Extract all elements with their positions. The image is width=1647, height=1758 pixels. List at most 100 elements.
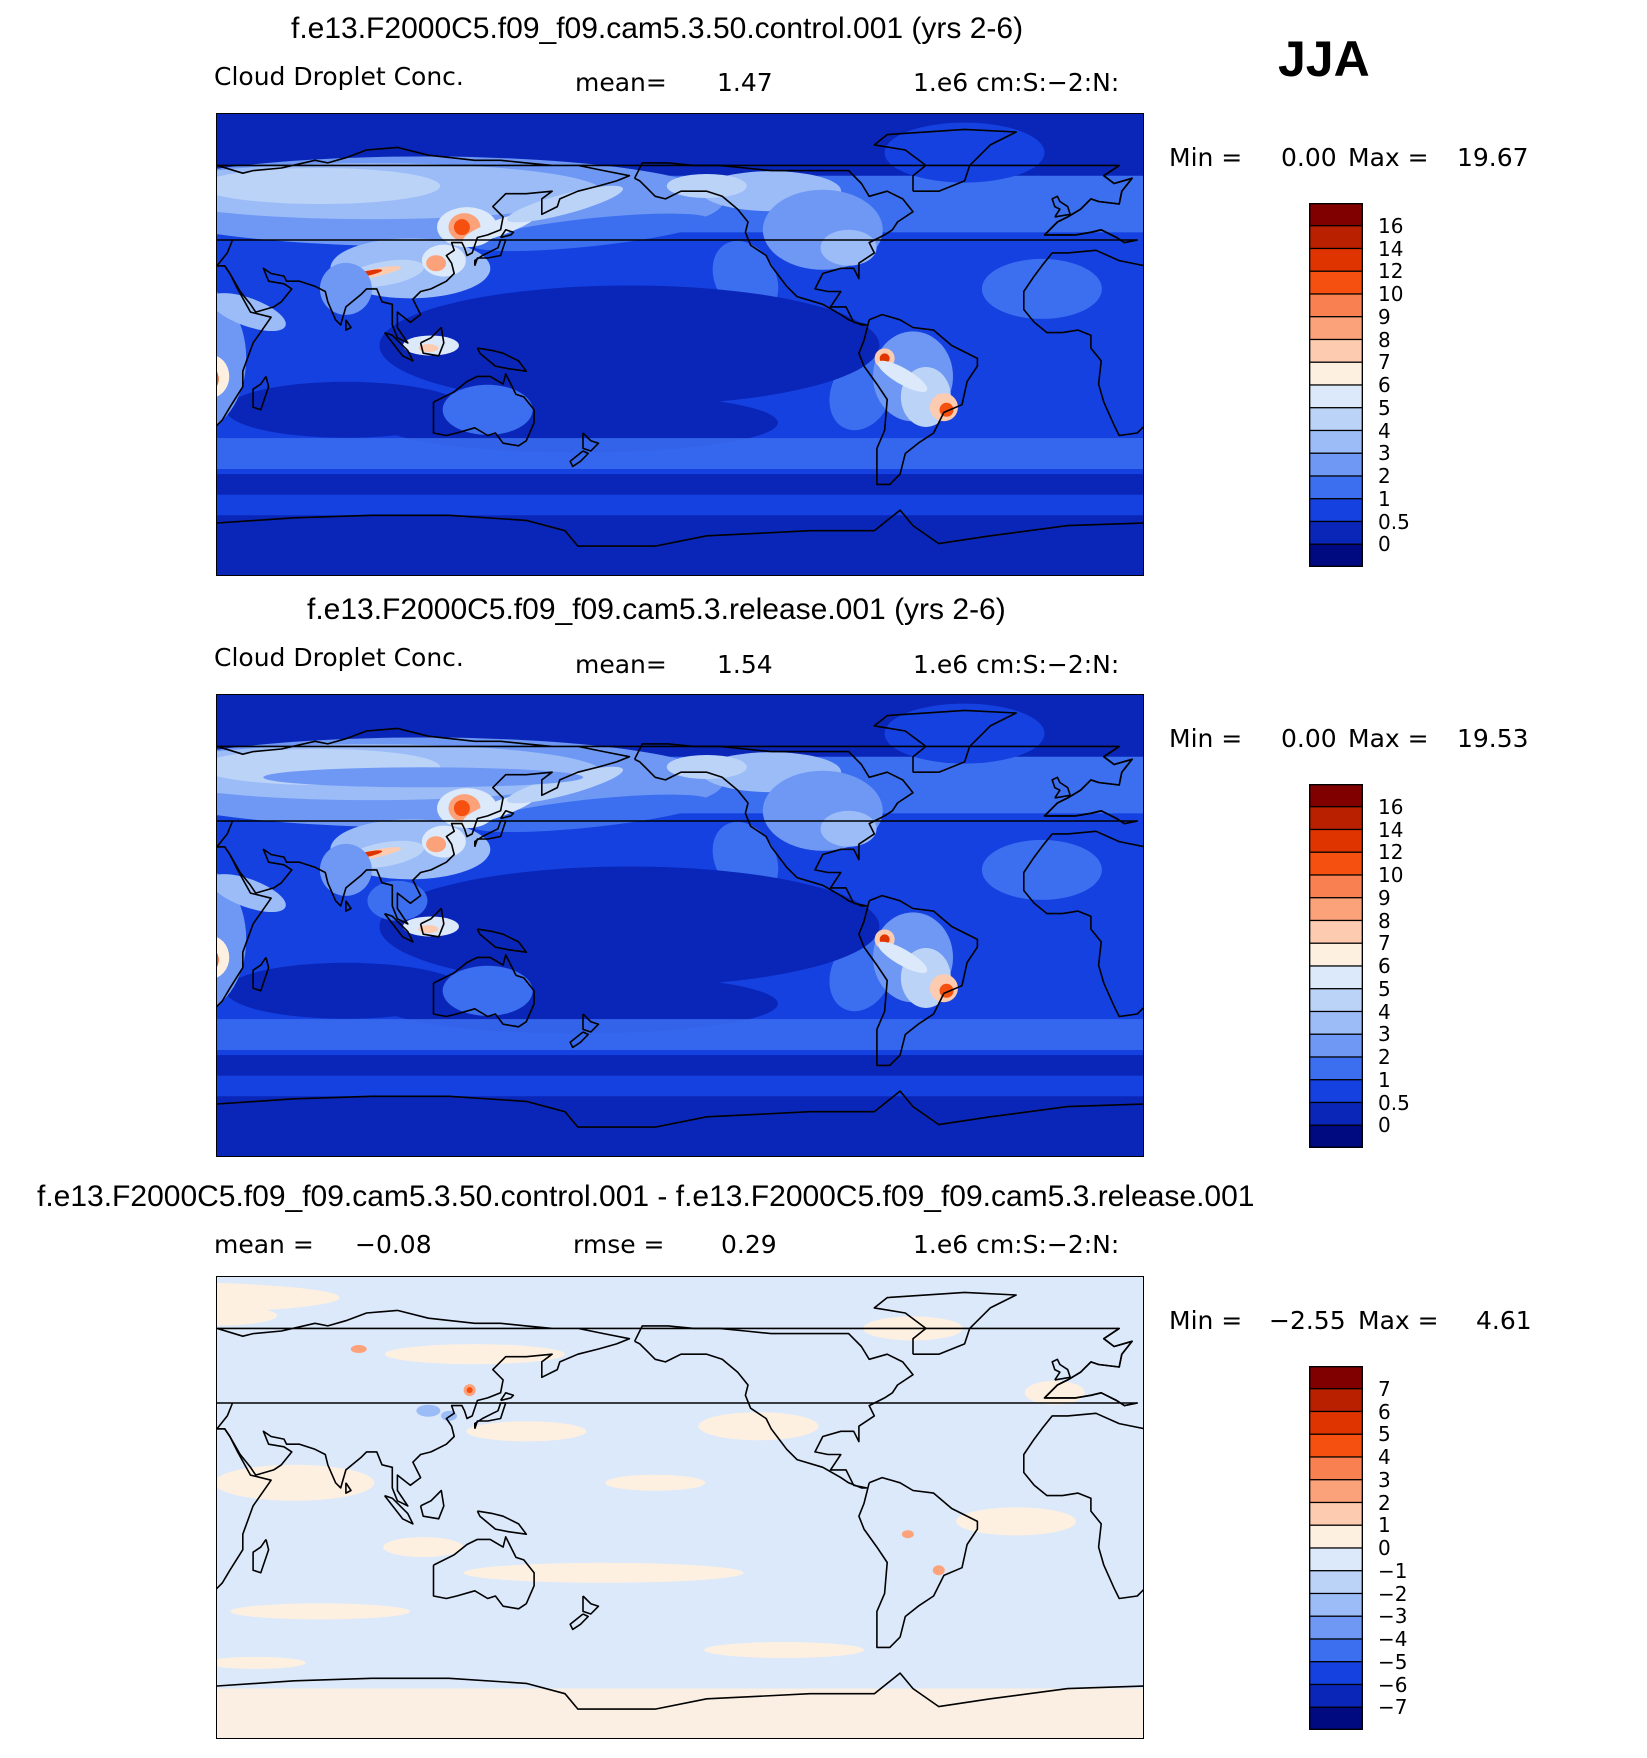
panel-3-rmse-label: rmse = (573, 1230, 665, 1259)
colorbar-swatch (1309, 407, 1363, 432)
colorbar-swatch (1309, 1456, 1363, 1481)
contour-fill (217, 114, 1143, 575)
panel-1-max-value: 19.67 (1457, 143, 1529, 172)
colorbar-swatch (1309, 270, 1363, 295)
panel-2-map (216, 694, 1144, 1157)
panel-2-colorbar-tick-label: 8 (1378, 908, 1391, 933)
panel-2-colorbar-tick-label: 14 (1378, 817, 1404, 842)
panel-1-mean-value: 1.47 (717, 68, 773, 97)
panel-2-colorbar-tick-label: 10 (1378, 863, 1404, 887)
colorbar-swatch (1309, 293, 1363, 318)
coastline-greenland (873, 709, 1017, 773)
coastline-africa-wrap (1022, 1412, 1143, 1600)
colorbar-swatch (1309, 1524, 1363, 1549)
colorbar-swatch (1309, 1124, 1363, 1148)
coastline-japan (473, 1402, 507, 1430)
colorbar-swatch (1309, 1033, 1363, 1058)
coastline-uk-wrap (1051, 1358, 1072, 1381)
panel-1-colorbar-tick-label: 4 (1378, 418, 1391, 443)
panel-1-colorbar (1309, 203, 1363, 567)
panel-3-map (216, 1276, 1144, 1739)
coastline-hokkaido (499, 810, 515, 820)
panel-2-colorbar-tick-label: 9 (1378, 885, 1391, 910)
panel-1-colorbar-tick-label: 2 (1378, 464, 1391, 488)
colorbar-swatch (1309, 1615, 1363, 1640)
colorbar-swatch (1309, 203, 1363, 227)
colorbar-swatch (1309, 452, 1363, 477)
panel-1-max-label: Max = (1348, 143, 1429, 172)
colorbar-swatch (1309, 338, 1363, 363)
colorbar-swatch (1309, 1706, 1363, 1730)
panel-1-colorbar-tick-label: 3 (1378, 441, 1391, 466)
panel-1-variable: Cloud Droplet Conc. (214, 62, 464, 91)
panel-2-colorbar-tick-label: 2 (1378, 1045, 1391, 1069)
coastline-africa (217, 845, 272, 1008)
panel-3-colorbar-tick-label: 7 (1378, 1376, 1391, 1401)
panel-2-units: 1.e6 cm:S:−2:N: (913, 650, 1120, 679)
coastline-sa (858, 313, 979, 486)
panel-3-colorbar-tick-label: −6 (1378, 1672, 1408, 1697)
panel-3-colorbar-tick-label: 1 (1378, 1513, 1391, 1538)
panel-1-colorbar-tick-label: 8 (1378, 327, 1391, 352)
coastline-madagascar (252, 375, 270, 411)
panel-2-colorbar-tick-label: 5 (1378, 976, 1391, 1001)
colorbar-swatch (1309, 784, 1363, 808)
panel-2-colorbar-tick-label: 16 (1378, 794, 1404, 819)
colorbar-swatch (1309, 1388, 1363, 1413)
panel-3-colorbar-tick-label: −2 (1378, 1581, 1408, 1606)
coastline-antarctica (217, 509, 1143, 547)
colorbar-frame (1309, 784, 1363, 1148)
panel-2-colorbar (1309, 784, 1363, 1148)
coastline-nz2 (569, 1613, 590, 1631)
panel-1-colorbar-tick-label: 0.5 (1378, 509, 1410, 534)
colorbar-swatch (1309, 828, 1363, 853)
panel-2-colorbar-tick-label: 4 (1378, 999, 1391, 1024)
coastline-nz2 (569, 1031, 590, 1049)
coastline-borneo (419, 907, 445, 938)
contour-fill (217, 695, 1143, 1156)
coastline-hokkaido (499, 229, 515, 239)
colorbar-swatch (1309, 919, 1363, 944)
colorbar-swatch (1309, 897, 1363, 922)
coastline-nz2 (569, 450, 590, 468)
coastline-africa-wrap (1022, 249, 1143, 437)
colorbar-swatch (1309, 1056, 1363, 1081)
panel-1-colorbar-tick-label: 6 (1378, 373, 1391, 397)
colorbar-swatch (1309, 520, 1363, 545)
panel-2-mean-value: 1.54 (717, 650, 773, 679)
colorbar-swatch (1309, 316, 1363, 341)
panel-1-colorbar-tick-label: 12 (1378, 259, 1404, 284)
panel-2-colorbar-tick-label: 7 (1378, 931, 1391, 956)
coastline-antarctica (217, 1090, 1143, 1128)
coastline-srilanka (345, 319, 352, 331)
panel-3-mean-label: mean = (214, 1230, 314, 1259)
colorbar-swatch (1309, 806, 1363, 831)
coastline-na (633, 1325, 914, 1489)
coastline-srilanka (345, 1482, 352, 1494)
panel-3-colorbar-tick-label: 5 (1378, 1422, 1391, 1447)
coastline-europe-wrap (1043, 745, 1138, 825)
panel-3-colorbar-tick-label: −1 (1378, 1558, 1408, 1583)
panel-3-colorbar-tick-label: 4 (1378, 1445, 1391, 1469)
colorbar-swatch (1309, 1410, 1363, 1435)
coastline-sa (858, 894, 979, 1067)
colorbar-swatch (1309, 543, 1363, 567)
colorbar-swatch (1309, 1366, 1363, 1390)
panel-1-colorbar-tick-label: 14 (1378, 236, 1404, 261)
colorbar-frame (1309, 203, 1363, 567)
colorbar-swatch (1309, 874, 1363, 899)
coastline-sa (858, 1476, 979, 1649)
panel-3-colorbar-tick-label: 6 (1378, 1399, 1391, 1424)
panel-1-colorbar-tick-label: 9 (1378, 304, 1391, 329)
panel-2-colorbar-tick-label: 12 (1378, 840, 1404, 865)
panel-2-mean-label: mean= (575, 650, 667, 679)
season-label: JJA (1278, 31, 1370, 87)
panel-1-colorbar-tick-label: 5 (1378, 395, 1391, 420)
coastline-sumatra (383, 1494, 414, 1525)
colorbar-swatch (1309, 851, 1363, 876)
colorbar-swatch (1309, 475, 1363, 500)
colorbar-swatch (1309, 384, 1363, 409)
coastline-greenland (873, 128, 1017, 192)
colorbar-swatch (1309, 225, 1363, 250)
coastline-newguinea (476, 1510, 528, 1536)
